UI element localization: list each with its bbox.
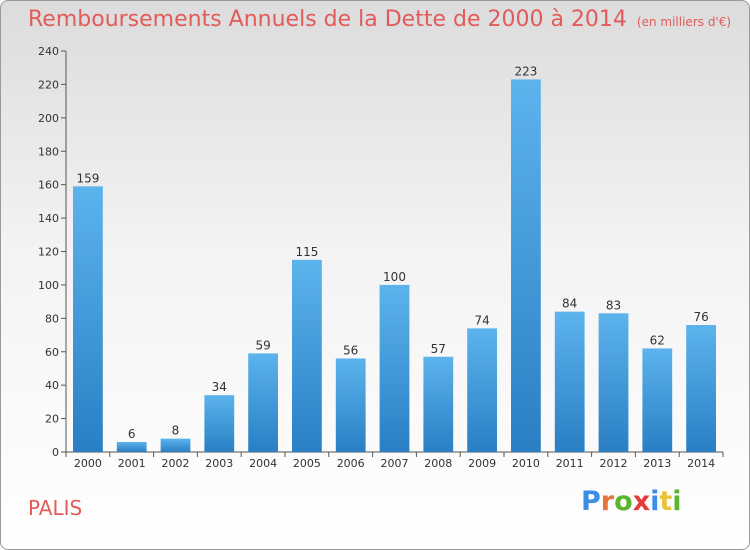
x-tick-label: 2000	[74, 457, 102, 470]
y-tick-label: 200	[38, 112, 59, 125]
y-tick-label: 160	[38, 179, 59, 192]
y-tick-label: 100	[38, 279, 59, 292]
data-label: 83	[606, 298, 621, 312]
x-tick-label: 2007	[381, 457, 409, 470]
x-tick-label: 2008	[424, 457, 452, 470]
y-tick-label: 120	[38, 246, 59, 259]
data-label: 8	[172, 424, 180, 438]
x-tick-label: 2003	[205, 457, 233, 470]
title-text: Remboursements Annuels de la Dette de 20…	[28, 7, 627, 32]
bar	[511, 79, 541, 452]
proxiti-logo: Proxiti	[581, 486, 682, 517]
bar	[467, 328, 497, 452]
x-tick-label: 2014	[687, 457, 715, 470]
data-label: 34	[212, 380, 227, 394]
y-tick-label: 40	[45, 379, 59, 392]
bar	[598, 313, 629, 452]
x-tick-label: 2013	[643, 457, 671, 470]
data-label: 115	[295, 245, 318, 259]
x-tick-label: 2011	[556, 457, 584, 470]
y-tick-label: 240	[38, 45, 59, 58]
data-label: 56	[343, 343, 358, 357]
data-label: 76	[693, 310, 708, 324]
y-tick-label: 180	[38, 145, 59, 158]
bar	[379, 284, 410, 452]
data-label: 74	[474, 313, 489, 327]
bar	[335, 358, 366, 452]
bar	[248, 353, 278, 452]
data-label: 62	[650, 333, 665, 347]
x-tick-label: 2004	[249, 457, 277, 470]
bar	[554, 311, 585, 452]
bar	[642, 348, 673, 452]
data-label: 84	[562, 297, 577, 311]
data-label: 100	[383, 270, 406, 284]
data-label: 6	[128, 427, 136, 441]
y-tick-label: 140	[38, 212, 59, 225]
data-label: 223	[514, 64, 537, 78]
x-tick-label: 2009	[468, 457, 496, 470]
y-tick-label: 60	[45, 346, 59, 359]
data-label: 57	[431, 342, 446, 356]
x-tick-label: 2001	[118, 457, 146, 470]
bar	[686, 325, 716, 452]
logo-letter: x	[632, 486, 651, 517]
bar	[116, 441, 147, 452]
bar	[73, 186, 103, 452]
y-tick-label: 0	[52, 446, 59, 459]
x-tick-label: 2006	[337, 457, 365, 470]
bar	[423, 356, 454, 452]
logo-letter: i	[672, 486, 682, 517]
y-tick-label: 220	[38, 78, 59, 91]
x-tick-label: 2005	[293, 457, 321, 470]
bar	[160, 438, 191, 452]
logo-letter: t	[659, 486, 673, 517]
logo-letter: P	[581, 486, 601, 517]
data-label: 59	[255, 338, 270, 352]
y-tick-label: 20	[45, 413, 59, 426]
bar	[292, 259, 322, 452]
logo-letter: o	[614, 486, 633, 517]
bar	[204, 395, 235, 452]
logo-letter: i	[650, 486, 660, 517]
y-tick-label: 80	[45, 312, 59, 325]
chart-title: Remboursements Annuels de la Dette de 20…	[28, 7, 731, 32]
town-name: PALIS	[28, 496, 83, 520]
unit-note: (en milliers d'€)	[636, 15, 732, 29]
data-label: 159	[76, 171, 99, 185]
x-tick-label: 2010	[512, 457, 540, 470]
logo-letter: r	[600, 486, 615, 517]
x-tick-label: 2012	[600, 457, 628, 470]
x-tick-label: 2002	[162, 457, 190, 470]
